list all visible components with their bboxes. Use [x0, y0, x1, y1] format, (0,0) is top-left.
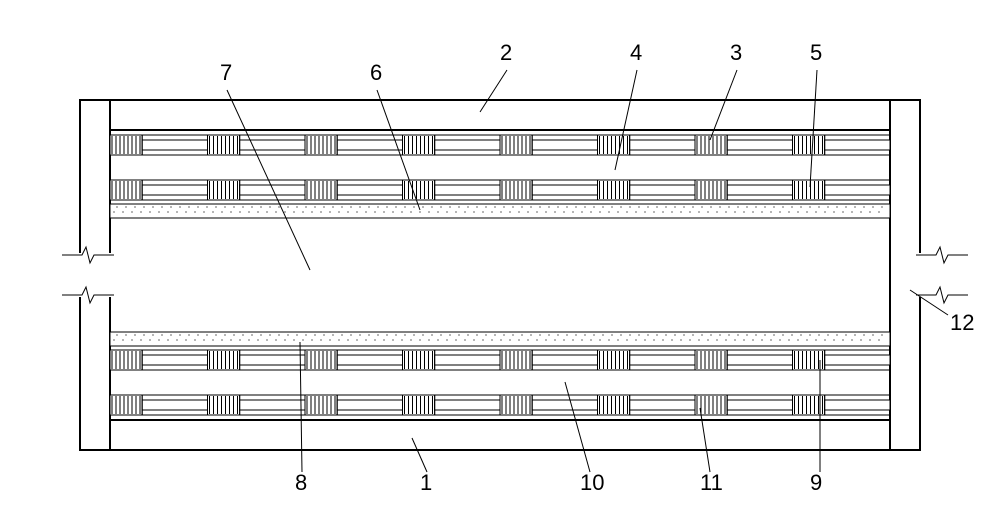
label-7: 7 — [220, 60, 232, 85]
label-2: 2 — [500, 40, 512, 65]
diagram-svg: 2 4 3 5 7 6 8 1 10 11 9 12 — [20, 20, 980, 498]
label-10: 10 — [580, 470, 604, 495]
label-9: 9 — [810, 470, 822, 495]
label-6: 6 — [370, 60, 382, 85]
diagram-container: 2 4 3 5 7 6 8 1 10 11 9 12 — [20, 20, 980, 498]
label-11: 11 — [700, 470, 723, 495]
label-3: 3 — [730, 40, 742, 65]
label-1: 1 — [420, 470, 432, 495]
label-4: 4 — [630, 40, 642, 65]
label-5: 5 — [810, 40, 822, 65]
label-8: 8 — [295, 470, 307, 495]
label-12: 12 — [950, 310, 974, 335]
